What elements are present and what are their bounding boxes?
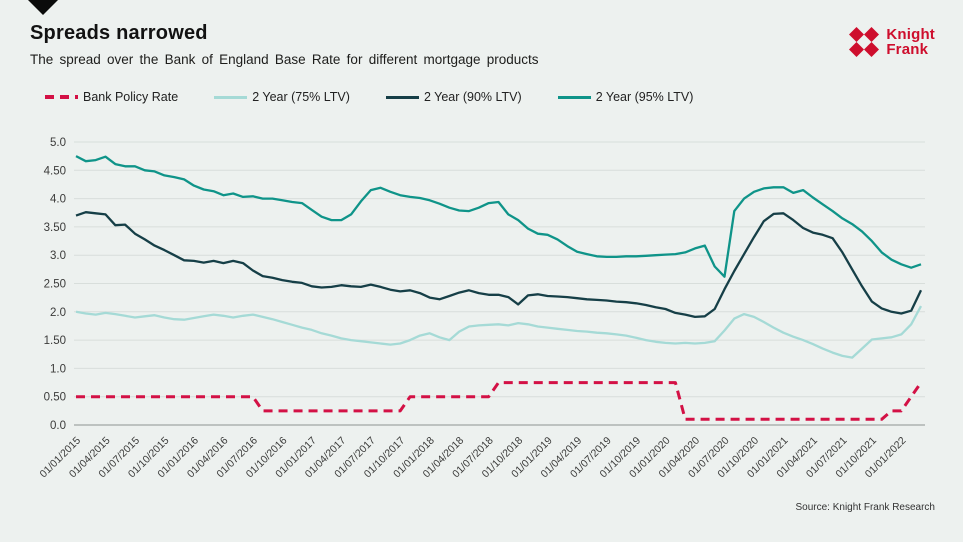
logo-line2: Frank bbox=[886, 41, 929, 58]
knight-frank-logo: Knight Frank bbox=[849, 27, 935, 57]
knight-frank-mark-icon bbox=[849, 27, 880, 57]
svg-text:0.50: 0.50 bbox=[44, 392, 66, 404]
page-subtitle: The spread over the Bank of England Base… bbox=[30, 52, 539, 67]
logo-line1: Knight bbox=[886, 26, 935, 43]
legend-item-2yr-95ltv: 2 Year (95% LTV) bbox=[557, 90, 694, 104]
svg-text:3.0: 3.0 bbox=[50, 250, 66, 262]
legend-sample-line bbox=[557, 95, 591, 99]
svg-text:3.50: 3.50 bbox=[44, 222, 66, 234]
chart-legend: Bank Policy Rate 2 Year (75% LTV) 2 Year… bbox=[45, 90, 693, 104]
source-credit: Source: Knight Frank Research bbox=[795, 502, 935, 513]
legend-sample-line bbox=[385, 95, 419, 99]
legend-sample-dashed-line bbox=[45, 95, 78, 99]
svg-text:5.0: 5.0 bbox=[50, 137, 66, 149]
legend-sample-line bbox=[214, 95, 248, 99]
legend-label: Bank Policy Rate bbox=[83, 90, 179, 104]
svg-text:0.0: 0.0 bbox=[50, 420, 66, 432]
page-title: Spreads narrowed bbox=[30, 22, 208, 44]
svg-text:1.50: 1.50 bbox=[44, 335, 66, 347]
svg-text:2.50: 2.50 bbox=[44, 279, 66, 291]
svg-text:1.0: 1.0 bbox=[50, 363, 66, 375]
legend-label: 2 Year (90% LTV) bbox=[423, 90, 522, 104]
knight-frank-wordmark: Knight Frank bbox=[886, 27, 935, 57]
svg-text:2.0: 2.0 bbox=[50, 307, 66, 319]
legend-item-2yr-90ltv: 2 Year (90% LTV) bbox=[385, 90, 522, 104]
legend-item-bank-policy-rate: Bank Policy Rate bbox=[45, 90, 178, 104]
page-corner-triangle-icon bbox=[28, 0, 58, 15]
legend-label: 2 Year (75% LTV) bbox=[252, 90, 350, 104]
legend-item-2yr-75ltv: 2 Year (75% LTV) bbox=[214, 90, 350, 104]
svg-text:4.50: 4.50 bbox=[44, 165, 66, 177]
svg-text:4.0: 4.0 bbox=[50, 194, 66, 206]
legend-label: 2 Year (95% LTV) bbox=[595, 90, 694, 104]
